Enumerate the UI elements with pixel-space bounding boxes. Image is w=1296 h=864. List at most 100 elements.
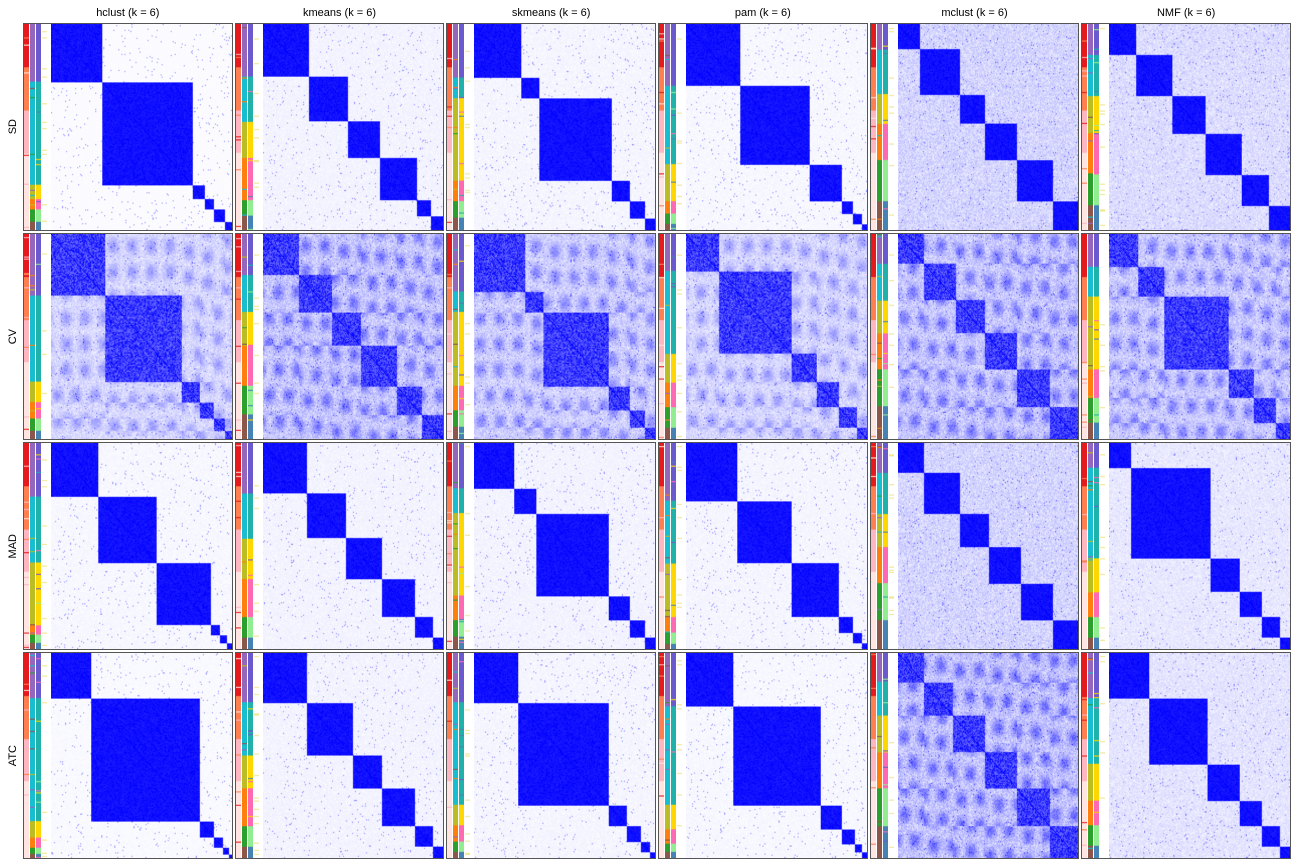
heatmap-panel bbox=[235, 233, 445, 441]
annotation-sidebar bbox=[1082, 443, 1106, 649]
annotation-bar bbox=[465, 653, 470, 859]
annotation-bar bbox=[459, 653, 464, 859]
annotation-bar bbox=[254, 653, 259, 859]
heatmap-panel bbox=[446, 442, 656, 650]
annotation-bar bbox=[883, 653, 888, 859]
annotation-sidebar bbox=[447, 653, 471, 859]
heatmap-panel bbox=[870, 652, 1080, 860]
annotation-bar bbox=[236, 653, 241, 859]
heatmap-panel bbox=[658, 233, 868, 441]
annotation-bar bbox=[877, 234, 882, 440]
annotation-bar bbox=[889, 653, 894, 859]
annotation-bar bbox=[677, 234, 682, 440]
consensus-heatmap bbox=[51, 653, 232, 859]
annotation-bar bbox=[236, 234, 241, 440]
annotation-bar bbox=[36, 653, 41, 859]
grid-corner bbox=[4, 4, 22, 22]
consensus-heatmap bbox=[1109, 653, 1290, 859]
annotation-bar bbox=[871, 653, 876, 859]
consensus-heatmap bbox=[474, 24, 655, 230]
annotation-sidebar bbox=[1082, 653, 1106, 859]
col-header: kmeans (k = 6) bbox=[234, 7, 446, 19]
annotation-sidebar bbox=[659, 234, 683, 440]
row-header: CV bbox=[7, 329, 19, 344]
annotation-sidebar bbox=[24, 653, 48, 859]
annotation-bar bbox=[677, 24, 682, 230]
annotation-bar bbox=[254, 443, 259, 649]
col-header: NMF (k = 6) bbox=[1080, 7, 1292, 19]
annotation-bar bbox=[1094, 24, 1099, 230]
annotation-bar bbox=[1094, 443, 1099, 649]
annotation-bar bbox=[659, 234, 664, 440]
annotation-sidebar bbox=[659, 24, 683, 230]
heatmap-panel bbox=[658, 23, 868, 231]
row-header: SD bbox=[7, 119, 19, 134]
annotation-bar bbox=[236, 24, 241, 230]
annotation-sidebar bbox=[24, 234, 48, 440]
consensus-heatmap bbox=[263, 234, 444, 440]
annotation-sidebar bbox=[871, 234, 895, 440]
annotation-bar bbox=[659, 443, 664, 649]
col-header: pam (k = 6) bbox=[657, 7, 869, 19]
annotation-bar bbox=[447, 653, 452, 859]
annotation-bar bbox=[465, 443, 470, 649]
annotation-bar bbox=[465, 234, 470, 440]
annotation-bar bbox=[30, 653, 35, 859]
heatmap-panel bbox=[1081, 23, 1291, 231]
heatmap-panel bbox=[23, 233, 233, 441]
annotation-bar bbox=[871, 24, 876, 230]
annotation-sidebar bbox=[447, 24, 471, 230]
annotation-bar bbox=[36, 234, 41, 440]
heatmap-panel bbox=[23, 23, 233, 231]
consensus-heatmap bbox=[51, 443, 232, 649]
annotation-bar bbox=[30, 443, 35, 649]
annotation-bar bbox=[242, 234, 247, 440]
annotation-sidebar bbox=[1082, 24, 1106, 230]
consensus-heatmap bbox=[686, 24, 867, 230]
annotation-sidebar bbox=[659, 443, 683, 649]
annotation-bar bbox=[42, 653, 47, 859]
consensus-heatmap bbox=[686, 443, 867, 649]
annotation-bar bbox=[889, 443, 894, 649]
annotation-sidebar bbox=[871, 653, 895, 859]
annotation-bar bbox=[1088, 443, 1093, 649]
annotation-bar bbox=[883, 24, 888, 230]
heatmap-panel bbox=[870, 23, 1080, 231]
annotation-bar bbox=[665, 443, 670, 649]
annotation-bar bbox=[254, 24, 259, 230]
annotation-sidebar bbox=[871, 443, 895, 649]
annotation-bar bbox=[1082, 443, 1087, 649]
annotation-bar bbox=[1082, 234, 1087, 440]
heatmap-panel bbox=[235, 23, 445, 231]
consensus-heatmap bbox=[898, 234, 1079, 440]
consensus-heatmap bbox=[898, 443, 1079, 649]
annotation-bar bbox=[42, 24, 47, 230]
annotation-bar bbox=[248, 24, 253, 230]
annotation-bar bbox=[671, 234, 676, 440]
annotation-bar bbox=[24, 443, 29, 649]
annotation-bar bbox=[1088, 234, 1093, 440]
annotation-bar bbox=[665, 653, 670, 859]
row-header: ATC bbox=[7, 745, 19, 766]
heatmap-panel bbox=[658, 442, 868, 650]
row-header: MAD bbox=[7, 534, 19, 558]
annotation-sidebar bbox=[236, 653, 260, 859]
annotation-bar bbox=[453, 234, 458, 440]
annotation-bar bbox=[36, 24, 41, 230]
annotation-bar bbox=[24, 653, 29, 859]
heatmap-panel bbox=[446, 652, 656, 860]
annotation-bar bbox=[883, 234, 888, 440]
annotation-bar bbox=[877, 24, 882, 230]
heatmap-panel bbox=[235, 652, 445, 860]
annotation-bar bbox=[447, 24, 452, 230]
annotation-bar bbox=[1082, 24, 1087, 230]
annotation-bar bbox=[465, 24, 470, 230]
annotation-bar bbox=[883, 443, 888, 649]
heatmap-panel bbox=[658, 652, 868, 860]
annotation-bar bbox=[1094, 234, 1099, 440]
annotation-bar bbox=[677, 443, 682, 649]
annotation-bar bbox=[871, 443, 876, 649]
consensus-heatmap-grid: hclust (k = 6)kmeans (k = 6)skmeans (k =… bbox=[4, 4, 1292, 860]
col-header: mclust (k = 6) bbox=[869, 7, 1081, 19]
consensus-heatmap bbox=[51, 24, 232, 230]
